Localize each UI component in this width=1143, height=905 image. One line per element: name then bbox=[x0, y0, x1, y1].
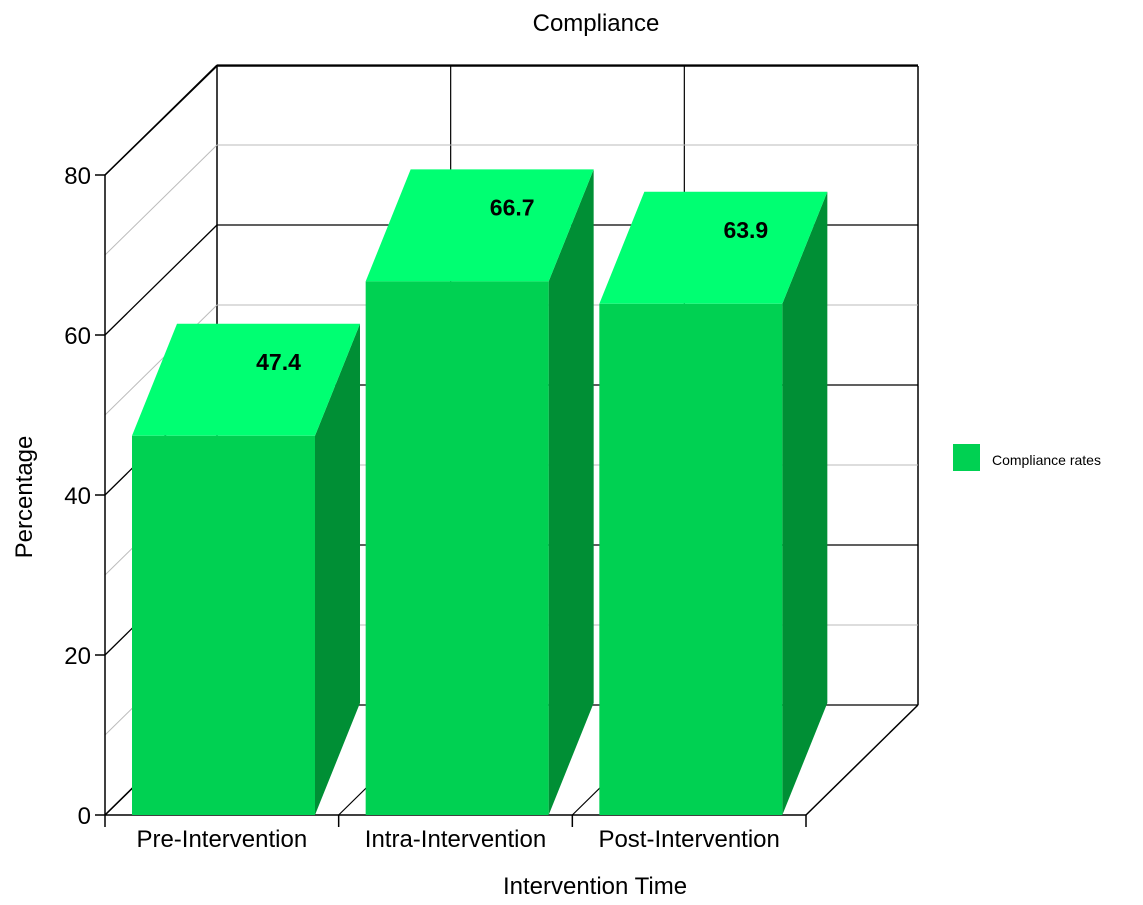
bar-side bbox=[548, 169, 594, 815]
legend-swatch bbox=[953, 444, 980, 471]
data-label: 47.4 bbox=[256, 349, 301, 375]
axis-layer: 0 20 40 60 80 Pre-Intervention Intra-Intervent… bbox=[64, 163, 807, 853]
bar bbox=[599, 303, 783, 815]
x-axis-title: Intervention Time bbox=[503, 873, 687, 900]
bar-top bbox=[132, 323, 360, 436]
y-tick-label: 60 bbox=[64, 323, 91, 350]
x-category-label: Post-Intervention bbox=[598, 826, 779, 853]
side-gridline bbox=[104, 304, 218, 416]
bar bbox=[365, 281, 549, 815]
legend: Compliance rates bbox=[953, 444, 1101, 471]
floor-right-edge bbox=[805, 704, 919, 816]
y-tick-label: 80 bbox=[64, 163, 91, 190]
bar-top bbox=[599, 191, 828, 304]
side-gridline bbox=[104, 224, 218, 336]
x-category-label: Intra-Intervention bbox=[365, 826, 546, 853]
bar-side bbox=[782, 191, 828, 816]
bars-layer: 47.4 66.7 63.9 bbox=[132, 169, 828, 816]
legend-label: Compliance rates bbox=[992, 452, 1101, 468]
data-label: 63.9 bbox=[723, 217, 768, 243]
y-tick-label: 0 bbox=[78, 803, 91, 830]
y-tick-label: 20 bbox=[64, 643, 91, 670]
bar-top bbox=[365, 169, 594, 282]
x-category-label: Pre-Intervention bbox=[136, 826, 307, 853]
chart-title: Compliance bbox=[533, 10, 660, 37]
side-gridline bbox=[104, 144, 218, 256]
y-tick-label: 40 bbox=[64, 483, 91, 510]
bar-side bbox=[315, 323, 360, 815]
data-label: 66.7 bbox=[490, 194, 535, 220]
bar bbox=[132, 435, 315, 815]
side-gridline bbox=[104, 64, 218, 176]
y-axis-title: Percentage bbox=[11, 436, 38, 559]
